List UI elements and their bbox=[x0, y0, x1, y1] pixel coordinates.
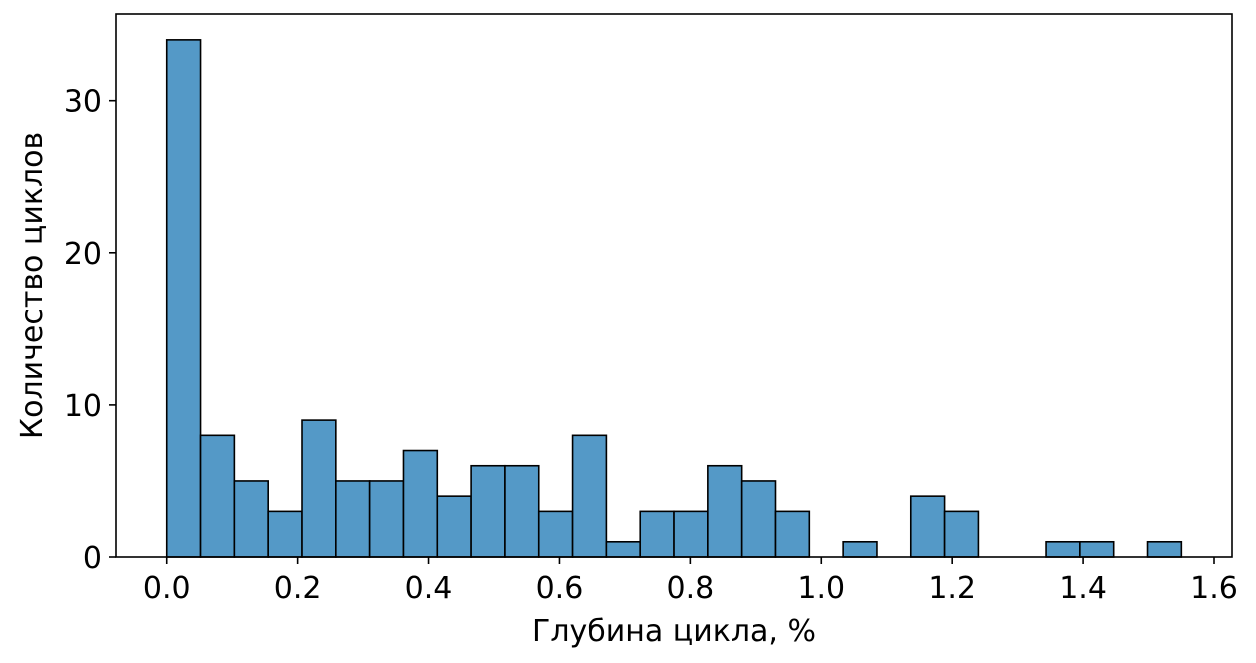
histogram-bar bbox=[199, 434, 236, 558]
x-axis-ticks: 0.0 0.2 0.4 0.6 0.8 1.0 1.2 1.4 1.6 bbox=[143, 557, 1238, 606]
x-tick-label: 1.6 bbox=[1190, 571, 1238, 606]
histogram-bar bbox=[301, 419, 337, 558]
x-tick-label: 1.2 bbox=[928, 571, 976, 606]
x-tick-label: 0.6 bbox=[536, 571, 584, 606]
histogram-bar bbox=[571, 434, 608, 558]
x-tick-label: 1.0 bbox=[797, 571, 845, 606]
x-tick-label: 1.4 bbox=[1059, 571, 1107, 606]
histogram-bar bbox=[740, 480, 777, 558]
histogram-bar bbox=[673, 510, 709, 558]
x-tick-label: 0.4 bbox=[405, 571, 453, 606]
histogram-bar bbox=[537, 510, 574, 558]
y-tick-label: 20 bbox=[64, 237, 102, 272]
histogram-bar bbox=[267, 510, 303, 558]
histogram-bar bbox=[774, 510, 811, 558]
histogram-bar bbox=[1146, 540, 1183, 558]
y-axis-ticks: 0 10 20 30 bbox=[64, 85, 116, 576]
histogram-bar bbox=[470, 464, 506, 558]
histogram-bar bbox=[1079, 540, 1115, 558]
y-axis-label: Количество циклов bbox=[15, 132, 50, 439]
x-tick-label: 0.0 bbox=[143, 571, 191, 606]
y-tick-label: 0 bbox=[83, 541, 102, 576]
histogram-bar bbox=[909, 495, 946, 558]
histogram-bar bbox=[1045, 540, 1081, 558]
histogram-bar bbox=[605, 540, 642, 558]
histogram-bar bbox=[943, 510, 980, 558]
histogram-bar bbox=[335, 480, 371, 558]
histogram-bar bbox=[639, 510, 675, 558]
y-tick-label: 30 bbox=[64, 85, 102, 120]
histogram-bar bbox=[504, 464, 540, 558]
histogram-bar bbox=[165, 39, 202, 558]
x-tick-label: 0.2 bbox=[274, 571, 322, 606]
histogram-bar bbox=[707, 464, 743, 558]
histogram-bar bbox=[233, 480, 269, 558]
bars-group bbox=[165, 39, 1183, 558]
x-axis-label: Глубина цикла, % bbox=[532, 614, 816, 649]
histogram-bar bbox=[402, 449, 439, 558]
histogram-bar bbox=[436, 495, 472, 558]
histogram-bar bbox=[368, 480, 405, 558]
y-tick-label: 10 bbox=[64, 389, 102, 424]
plot-frame bbox=[115, 13, 1233, 558]
histogram-bar bbox=[842, 540, 878, 558]
x-tick-label: 0.8 bbox=[667, 571, 715, 606]
